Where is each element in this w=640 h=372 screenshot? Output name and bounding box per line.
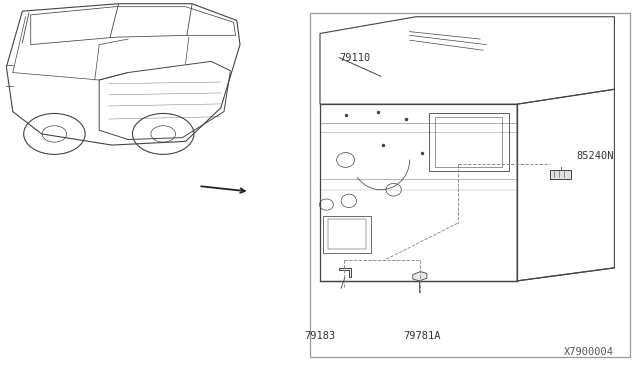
- Text: 79110: 79110: [339, 53, 371, 62]
- Polygon shape: [339, 268, 351, 277]
- Polygon shape: [413, 272, 427, 281]
- Text: 79781A: 79781A: [404, 331, 441, 341]
- Polygon shape: [550, 170, 571, 179]
- Bar: [310, 13, 630, 357]
- Text: 79183: 79183: [305, 331, 335, 341]
- Text: 85240N: 85240N: [576, 151, 614, 161]
- Text: X7900004: X7900004: [564, 347, 614, 357]
